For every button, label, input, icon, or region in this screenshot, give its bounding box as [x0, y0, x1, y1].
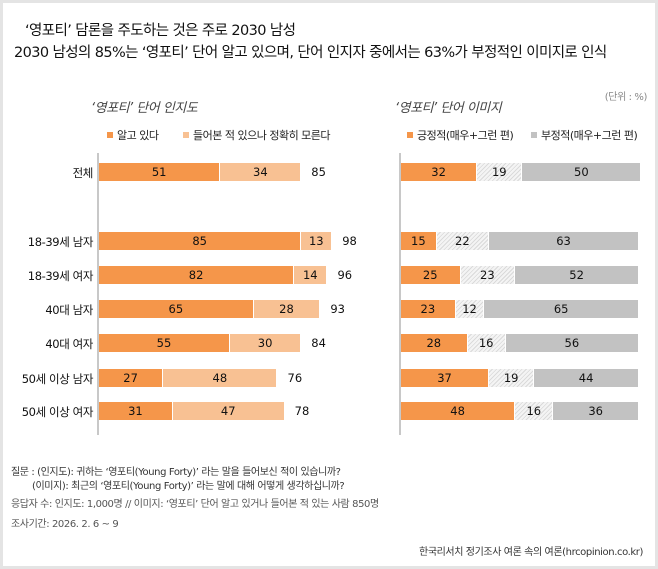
total-label: 98: [342, 234, 357, 248]
respondents-note: 응답자 수: 인지도: 1,000명 // 이미지: ‘영포티’ 단어 알고 있…: [11, 499, 379, 510]
total-label: 93: [330, 302, 345, 316]
bar-segment: 65: [484, 300, 639, 318]
bar-segment: 65: [99, 300, 254, 318]
image-axis: [399, 153, 401, 435]
bar-segment: 23: [401, 300, 456, 318]
bar-segment: 52: [515, 266, 639, 284]
bar-segment: 50: [522, 163, 642, 181]
legend-swatch: [107, 132, 113, 138]
bar-segment: 47: [172, 402, 285, 420]
unit-label: (단위 : %): [604, 92, 648, 103]
bar-segment: 48: [401, 402, 516, 420]
bar-segment: 22: [436, 232, 490, 250]
bar-segment: 82: [99, 266, 295, 284]
question-2: (이미지): 최근의 ‘영포티(Young Forty)’ 라는 말에 대해 어…: [32, 481, 345, 492]
bar-segment: 55: [99, 334, 230, 352]
bar-segment: 30: [229, 334, 302, 352]
bar-segment: 16: [515, 402, 554, 420]
total-label: 96: [337, 268, 353, 282]
legend-item-heard: 들어본 적 있으나 정확히 모른다: [183, 127, 331, 143]
category-label: 40대 여자: [45, 337, 93, 351]
legend-swatch: [183, 132, 189, 138]
category-label: 50세 이상 남자: [21, 372, 94, 386]
bar-segment: 32: [401, 163, 478, 181]
category-label: 40대 남자: [45, 303, 93, 317]
legend-label: 부정적(매우+그런 편): [541, 129, 638, 142]
bar-segment: 34: [220, 163, 302, 181]
awareness-chart-title: ‘영포티’ 단어 인지도: [91, 101, 198, 116]
bar-segment: 14: [294, 266, 328, 284]
total-label: 76: [287, 371, 303, 385]
legend-swatch: [407, 132, 413, 138]
survey-period: 조사기간: 2026. 2. 6 ~ 9: [11, 519, 119, 530]
title-line-1: ‘영포티’ 담론을 주도하는 것은 주로 2030 남성: [25, 23, 296, 39]
bar-segment: 15: [401, 232, 437, 250]
legend-item-negative: 부정적(매우+그런 편): [531, 127, 638, 143]
legend-swatch: [531, 132, 537, 138]
bar-segment: 44: [534, 369, 639, 387]
legend-label: 알고 있다: [117, 129, 159, 142]
bar-segment: 37: [401, 369, 490, 387]
bar-segment: 19: [489, 369, 535, 387]
bar-segment: 27: [99, 369, 164, 387]
source-note: 한국리서치 정기조사 여론 속의 여론(hrcopinion.co.kr): [419, 547, 643, 558]
bar-segment: 16: [467, 334, 506, 352]
legend-item-positive: 긍정적(매우+그런 편): [407, 127, 514, 143]
bar-segment: 13: [301, 232, 333, 250]
legend-label: 긍정적(매우+그런 편): [417, 129, 514, 142]
total-label: 78: [294, 404, 310, 418]
bar-segment: 51: [99, 163, 221, 181]
legend-label: 들어본 적 있으나 정확히 모른다: [193, 129, 331, 142]
legend-item-aware: 알고 있다: [107, 127, 159, 143]
question-1: 질문 : (인지도): 귀하는 ‘영포티(Young Forty)’ 라는 말을…: [11, 467, 341, 478]
title-line-2: 2030 남성의 85%는 ‘영포티’ 단어 알고 있으며, 단어 인지자 중에…: [14, 45, 607, 61]
bar-segment: 56: [505, 334, 639, 352]
bar-segment: 25: [401, 266, 461, 284]
category-label: 전체: [72, 166, 94, 180]
bar-segment: 12: [455, 300, 485, 318]
category-label: 18-39세 남자: [27, 235, 94, 249]
awareness-axis: [97, 153, 99, 435]
total-label: 84: [311, 336, 326, 350]
bar-segment: 31: [99, 402, 173, 420]
category-label: 50세 이상 여자: [21, 405, 94, 419]
bar-segment: 28: [401, 334, 468, 352]
bar-segment: 48: [163, 369, 278, 387]
bar-segment: 19: [477, 163, 523, 181]
image-chart-title: ‘영포티’ 단어 이미지: [395, 101, 502, 116]
bar-segment: 23: [460, 266, 516, 284]
category-label: 18-39세 여자: [27, 269, 94, 283]
total-label: 85: [311, 165, 326, 179]
bar-segment: 36: [553, 402, 639, 420]
bar-segment: 28: [253, 300, 321, 318]
bar-segment: 63: [489, 232, 639, 250]
bar-segment: 85: [99, 232, 302, 250]
